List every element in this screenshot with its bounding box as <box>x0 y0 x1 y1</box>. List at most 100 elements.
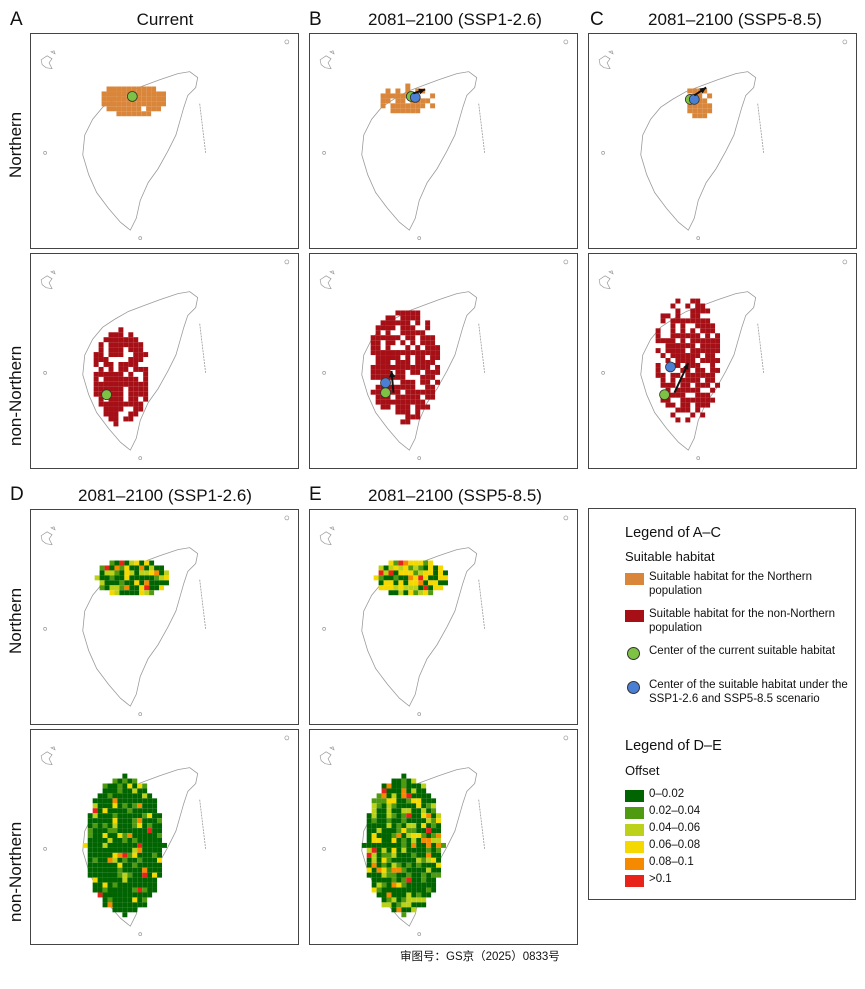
offset-cell <box>421 818 427 824</box>
habitat-cell <box>435 364 441 370</box>
offset-cell <box>92 803 98 809</box>
offset-cell <box>416 862 422 868</box>
habitat-cell <box>370 389 376 395</box>
offset-cell <box>152 803 158 809</box>
offset-cell <box>99 575 105 581</box>
habitat-cell <box>700 303 706 309</box>
offset-cell <box>152 808 158 814</box>
offset-cell <box>149 575 155 581</box>
habitat-cell <box>685 382 691 388</box>
map-panel-e-northern <box>309 509 578 725</box>
offset-cell <box>102 877 108 883</box>
habitat-cell <box>685 407 691 413</box>
offset-cell <box>411 877 417 883</box>
offset-cell <box>391 823 397 829</box>
offset-cell <box>147 808 153 814</box>
offset-cell <box>441 842 446 848</box>
offset-cell <box>406 788 412 794</box>
habitat-cell <box>143 396 149 402</box>
offset-cell <box>92 823 98 829</box>
offset-cell <box>366 862 372 868</box>
habitat-cell <box>680 333 686 339</box>
offset-cell <box>401 842 407 848</box>
habitat-cell <box>665 358 671 363</box>
habitat-cell <box>118 352 124 358</box>
mainland-coast <box>40 270 56 290</box>
offset-cell <box>87 813 93 819</box>
habitat-cell <box>680 348 686 354</box>
offset-cell <box>152 823 158 829</box>
offset-cell <box>386 892 392 898</box>
habitat-cell <box>395 360 401 365</box>
offset-cell <box>421 862 427 868</box>
habitat-cell <box>680 382 686 388</box>
offset-cell <box>381 823 387 829</box>
offset-cell <box>97 857 103 863</box>
habitat-cell <box>146 91 152 97</box>
offset-cell <box>376 877 382 883</box>
panel-letter-a: A <box>10 9 23 30</box>
habitat-cell <box>690 358 696 363</box>
offset-cell <box>149 565 155 571</box>
habitat-cell <box>133 352 139 358</box>
offset-cell <box>104 580 110 586</box>
habitat-cell <box>680 358 686 363</box>
offset-cell <box>386 877 392 883</box>
offset-cell <box>396 862 402 868</box>
offset-cell <box>102 783 108 789</box>
offset-cell <box>152 798 158 804</box>
offset-cell <box>142 788 148 794</box>
offset-cell <box>406 907 412 913</box>
offset-cell <box>406 823 412 829</box>
offset-cell <box>102 882 108 888</box>
offset-cell <box>416 892 422 898</box>
map-panel-a-non-northern <box>30 253 299 469</box>
offset-cell <box>423 590 429 596</box>
offset-cell <box>376 852 382 858</box>
offset-cell <box>416 877 422 883</box>
habitat-cell <box>425 389 431 395</box>
offset-cell <box>416 788 422 794</box>
islet <box>43 627 47 631</box>
offset-cell <box>396 872 402 878</box>
offset-cell <box>107 887 113 893</box>
habitat-cell <box>660 318 666 324</box>
offset-cell <box>416 823 422 829</box>
habitat-cell <box>702 88 708 94</box>
offset-cell <box>139 580 145 586</box>
habitat-cell <box>118 406 124 412</box>
offset-cell <box>426 857 432 863</box>
habitat-cell <box>687 103 693 109</box>
offset-cell <box>152 818 158 824</box>
offset-cell <box>122 783 128 789</box>
offset-cell <box>142 867 148 873</box>
offset-cell <box>386 833 392 838</box>
offset-cell <box>127 852 133 858</box>
habitat-cell <box>156 91 162 97</box>
habitat-cell <box>695 303 701 309</box>
habitat-cell <box>143 381 149 387</box>
future-center-dot <box>665 361 676 373</box>
offset-cell <box>381 882 387 888</box>
offset-cell <box>386 902 392 908</box>
offset-cell <box>403 585 409 591</box>
offset-cell <box>383 580 389 586</box>
habitat-cell <box>98 401 104 407</box>
offset-cell <box>99 565 105 571</box>
offset-cell <box>431 887 437 893</box>
offset-cell <box>401 778 407 784</box>
offset-cell <box>416 872 422 878</box>
habitat-cell <box>705 318 711 324</box>
offset-cell <box>366 842 372 848</box>
row-label-non-northern-bottom: non-Northern <box>6 821 25 922</box>
ryukyu-boundary-line <box>757 323 765 373</box>
habitat-cell <box>685 303 691 309</box>
offset-cell <box>127 818 133 824</box>
habitat-cell <box>375 369 381 375</box>
offset-cell <box>142 818 148 824</box>
habitat-cell <box>430 369 436 375</box>
offset-cell <box>398 580 404 586</box>
habitat-cell <box>380 320 386 326</box>
habitat-cell <box>420 379 426 385</box>
offset-cell <box>144 575 150 581</box>
